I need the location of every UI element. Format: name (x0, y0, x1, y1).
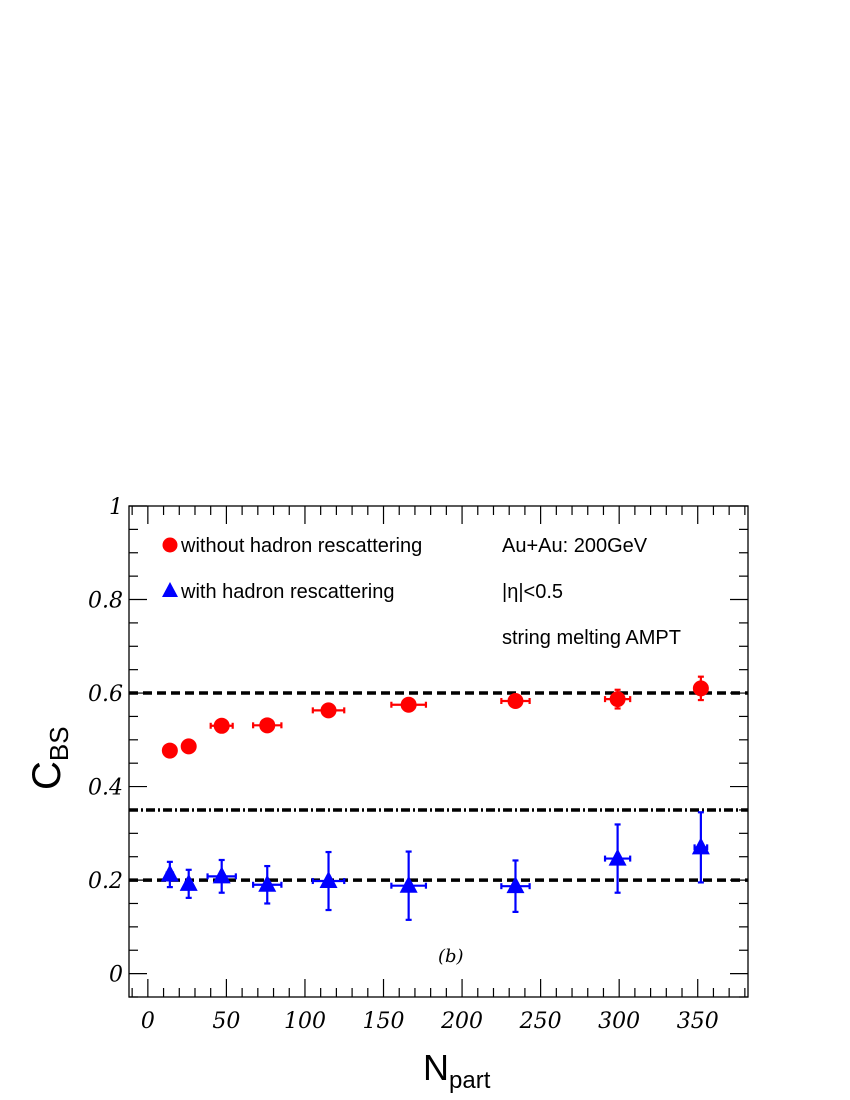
data-point-triangle-5 (399, 875, 418, 893)
axis-tick-labels: 0 50 100 150 200 250 300 350 0 0.2 0.4 0.6 0.8 1 (88, 495, 719, 1034)
y-tick-label-2: 0.4 (88, 776, 123, 801)
reference-lines (129, 691, 748, 882)
data-points (160, 675, 710, 921)
data-point-circle-0 (161, 742, 178, 759)
data-point-triangle-3 (258, 874, 277, 892)
x-tick-label-3: 150 (363, 1009, 405, 1034)
axis-ticks (129, 505, 748, 998)
x-tick-label-1: 50 (212, 1009, 240, 1034)
data-point-triangle-8 (691, 837, 710, 855)
annotation-collision-system: Au+Au: 200GeV (502, 535, 648, 557)
data-point-triangle-2 (212, 866, 231, 884)
data-point-triangle-0 (160, 864, 179, 882)
data-point-triangle-4 (319, 871, 338, 889)
plot-frame (128, 505, 749, 998)
y-axis-title: CBS (25, 726, 74, 790)
x-tick-label-5: 250 (519, 1009, 562, 1034)
data-point-circle-8 (692, 680, 709, 697)
legend-label-with-rescattering: with hadron rescattering (180, 581, 394, 603)
y-tick-label-0: 0 (109, 963, 123, 988)
x-axis-title-sub: part (449, 1067, 491, 1094)
panel-label: (b) (438, 946, 464, 967)
y-tick-label-5: 1 (109, 495, 123, 520)
x-tick-label-4: 200 (440, 1009, 483, 1034)
y-axis-title-sub: BS (44, 726, 74, 761)
legend-label-without-rescattering: without hadron rescattering (180, 535, 422, 557)
x-axis-title-main: N (423, 1047, 449, 1088)
x-axis-title: Npart (423, 1047, 491, 1094)
data-point-circle-2 (213, 717, 230, 734)
data-point-circle-1 (180, 738, 197, 755)
x-tick-label-7: 350 (677, 1009, 719, 1034)
x-tick-label-6: 300 (598, 1009, 640, 1034)
data-point-triangle-1 (179, 873, 198, 891)
data-point-circle-3 (259, 717, 276, 734)
data-point-circle-7 (609, 691, 626, 708)
legend-marker-triangle (162, 582, 178, 597)
legend-marker-circle (162, 537, 178, 553)
annotations: Au+Au: 200GeV |η|<0.5 string melting AMP… (502, 535, 681, 649)
data-point-circle-4 (320, 702, 337, 719)
x-tick-label-0: 0 (141, 1009, 155, 1034)
data-point-triangle-6 (506, 876, 525, 894)
y-tick-label-4: 0.8 (88, 589, 123, 614)
x-tick-label-2: 100 (284, 1009, 326, 1034)
legend: without hadron rescattering with hadron … (162, 535, 422, 603)
data-point-circle-6 (507, 692, 524, 709)
data-point-triangle-7 (608, 848, 627, 866)
y-tick-label-3: 0.6 (88, 682, 123, 707)
series-1 (160, 811, 710, 921)
y-tick-label-1: 0.2 (88, 869, 123, 894)
y-axis-title-main: C (25, 761, 69, 790)
annotation-eta-cut: |η|<0.5 (502, 581, 563, 603)
annotation-model: string melting AMPT (502, 627, 681, 649)
series-0 (161, 675, 709, 759)
data-point-circle-5 (400, 696, 417, 713)
